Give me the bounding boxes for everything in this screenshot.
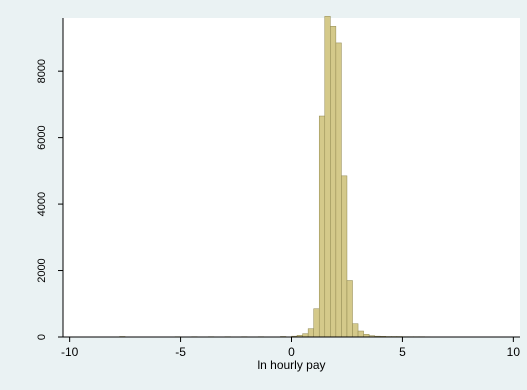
y-tick-label: 2000: [36, 258, 48, 282]
x-tick-label: 5: [399, 345, 406, 359]
y-tick-label: 0: [36, 334, 48, 340]
histogram-bar: [308, 329, 314, 337]
x-tick-label: 0: [288, 345, 295, 359]
y-tick-label: 4000: [36, 192, 48, 216]
y-tick-label: 8000: [36, 59, 48, 83]
x-axis-label: ln hourly pay: [257, 358, 325, 372]
histogram-bar: [358, 331, 364, 337]
x-tick-label: -10: [61, 345, 79, 359]
histogram-bar: [353, 324, 359, 337]
histogram-bar: [347, 281, 353, 337]
histogram-bar: [319, 116, 325, 337]
y-tick-label: 6000: [36, 125, 48, 149]
histogram-bar: [341, 176, 347, 337]
plot-area-background: [63, 18, 520, 337]
y-ticks-group: 0 2000 4000 6000 8000: [36, 59, 63, 340]
x-ticks-group: -10 -5 0 5 10: [61, 337, 520, 359]
histogram-bar: [314, 309, 320, 337]
histogram-bar: [325, 16, 331, 337]
x-tick-label: 10: [507, 345, 521, 359]
histogram-bar: [336, 43, 342, 337]
x-tick-label: -5: [175, 345, 186, 359]
histogram-bar: [330, 26, 336, 337]
